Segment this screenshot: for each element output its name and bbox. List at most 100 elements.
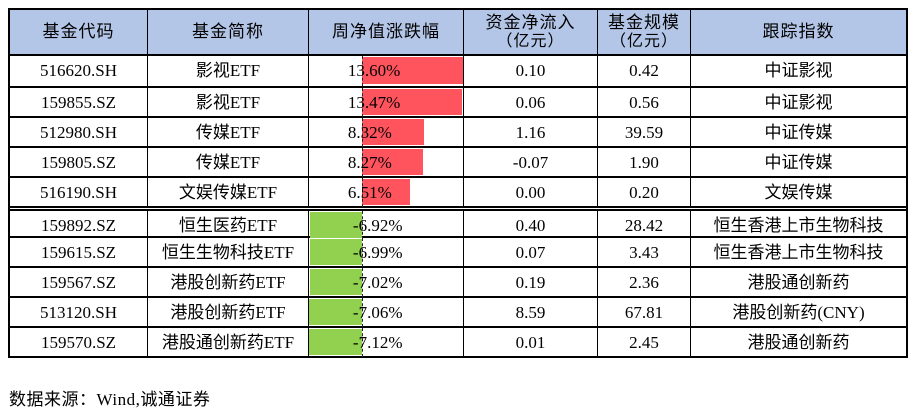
weekly-change-cell: 8.32% xyxy=(308,118,463,147)
net-inflow-cell: 1.16 xyxy=(463,118,597,147)
net-inflow-cell: 0.00 xyxy=(463,178,597,207)
tracking-index-cell: 恒生香港上市生物科技 xyxy=(690,211,906,240)
weekly-change-cell: -6.92% xyxy=(308,211,463,240)
weekly-change-value: -7.12% xyxy=(352,333,403,352)
table-row: 159892.SZ 恒生医药ETF -6.92% 0.40 28.42 恒生香港… xyxy=(10,206,906,240)
databar-axis-line xyxy=(361,118,363,147)
fund-name-cell: 港股通创新药ETF xyxy=(147,328,308,357)
table-row: 159855.SZ 影视ETF 13.47% 0.06 0.56 中证影视 xyxy=(10,86,906,117)
fund-name-cell: 影视ETF xyxy=(147,88,308,117)
header-fund-aum-line2: （亿元） xyxy=(609,32,678,50)
tracking-index-cell: 恒生香港上市生物科技 xyxy=(690,238,906,267)
fund-name-cell: 文娱传媒ETF xyxy=(147,178,308,207)
databar xyxy=(361,89,463,115)
databar xyxy=(309,329,362,355)
table-row: 159570.SZ 港股通创新药ETF -7.12% 0.01 2.45 港股通… xyxy=(10,326,906,357)
weekly-change-value: 6.51% xyxy=(347,183,392,202)
weekly-change-cell: 13.47% xyxy=(308,88,463,117)
tracking-index-cell: 港股通创新药 xyxy=(690,268,906,297)
table-row: 159567.SZ 港股创新药ETF -7.02% 0.19 2.36 港股通创… xyxy=(10,266,906,297)
net-inflow-cell: 0.40 xyxy=(463,211,597,240)
databar xyxy=(310,212,362,238)
net-inflow-cell: 0.07 xyxy=(463,238,597,267)
fund-code-cell: 159805.SZ xyxy=(40,153,117,172)
net-inflow-cell: 0.10 xyxy=(463,56,597,86)
weekly-change-cell: 6.51% xyxy=(308,178,463,207)
fund-code-cell: 512980.SH xyxy=(40,123,117,142)
weekly-change-cell: -7.06% xyxy=(308,298,463,327)
weekly-change-value: 13.47% xyxy=(347,93,401,112)
tracking-index-cell: 港股通创新药 xyxy=(690,328,906,357)
weekly-change-value: -6.99% xyxy=(352,243,403,262)
fund-name-cell: 恒生医药ETF xyxy=(147,211,308,240)
header-net-inflow: 资金净流入 （亿元） xyxy=(463,10,597,54)
weekly-change-value: 13.60% xyxy=(347,61,401,80)
data-source-note: 数据来源：Wind,诚通证券 xyxy=(9,390,211,409)
databar-axis-line xyxy=(361,298,363,327)
databar-axis-line xyxy=(361,88,363,117)
header-fund-aum: 基金规模 （亿元） xyxy=(597,10,690,54)
tracking-index-cell: 中证影视 xyxy=(690,56,906,86)
weekly-change-value: -6.92% xyxy=(352,216,403,235)
databar-axis-line xyxy=(361,178,363,207)
table-row: 516620.SH 影视ETF 13.60% 0.10 0.42 中证影视 xyxy=(10,56,906,86)
net-inflow-cell: -0.07 xyxy=(463,148,597,177)
databar xyxy=(309,299,362,325)
header-fund-name: 基金简称 xyxy=(147,10,308,54)
databar-axis-line xyxy=(361,268,363,297)
aum-cell: 0.20 xyxy=(597,178,690,207)
tracking-index-cell: 中证影视 xyxy=(690,88,906,117)
fund-code-cell: 159567.SZ xyxy=(40,273,117,292)
fund-code-cell: 159615.SZ xyxy=(40,243,117,262)
aum-cell: 39.59 xyxy=(597,118,690,147)
weekly-change-cell: -7.02% xyxy=(308,268,463,297)
weekly-change-value: -7.06% xyxy=(352,303,403,322)
weekly-change-value: 8.27% xyxy=(347,153,392,172)
etf-fund-table: 基金代码 基金简称 周净值涨跌幅 资金净流入 （亿元） 基金规模 （亿元） 跟踪… xyxy=(8,8,908,358)
databar xyxy=(309,239,362,265)
table-row: 159615.SZ 恒生生物科技ETF -6.99% 0.07 3.43 恒生香… xyxy=(10,236,906,267)
fund-name-cell: 影视ETF xyxy=(147,56,308,86)
tracking-index-cell: 港股创新药(CNY) xyxy=(690,298,906,327)
aum-cell: 3.43 xyxy=(597,238,690,267)
aum-cell: 67.81 xyxy=(597,298,690,327)
fund-code-cell: 159570.SZ xyxy=(40,333,117,352)
databar-axis-line xyxy=(361,328,363,357)
header-fund-aum-line1: 基金规模 xyxy=(608,13,680,33)
weekly-change-value: -7.02% xyxy=(352,273,403,292)
table-row: 516190.SH 文娱传媒ETF 6.51% 0.00 0.20 文娱传媒 xyxy=(10,176,906,207)
tracking-index-cell: 文娱传媒 xyxy=(690,178,906,207)
fund-name-cell: 恒生生物科技ETF xyxy=(147,238,308,267)
fund-name-cell: 传媒ETF xyxy=(147,148,308,177)
fund-name-cell: 港股创新药ETF xyxy=(147,268,308,297)
databar-axis-line xyxy=(361,56,363,86)
header-net-inflow-line2: （亿元） xyxy=(496,32,565,50)
fund-code-cell: 516190.SH xyxy=(40,183,117,202)
databar-axis-line xyxy=(361,211,363,240)
header-net-inflow-line1: 资金净流入 xyxy=(485,13,576,33)
databar xyxy=(309,269,362,295)
aum-cell: 28.42 xyxy=(597,211,690,240)
table-header-row: 基金代码 基金简称 周净值涨跌幅 资金净流入 （亿元） 基金规模 （亿元） 跟踪… xyxy=(10,10,906,56)
net-inflow-cell: 0.01 xyxy=(463,328,597,357)
databar xyxy=(361,149,424,175)
weekly-change-cell: 8.27% xyxy=(308,148,463,177)
aum-cell: 0.56 xyxy=(597,88,690,117)
weekly-change-value: 8.32% xyxy=(347,123,392,142)
table-row: 512980.SH 传媒ETF 8.32% 1.16 39.59 中证传媒 xyxy=(10,116,906,147)
weekly-change-cell: -6.99% xyxy=(308,238,463,267)
aum-cell: 2.45 xyxy=(597,328,690,357)
header-fund-code: 基金代码 xyxy=(42,22,115,42)
net-inflow-cell: 8.59 xyxy=(463,298,597,327)
databar-axis-line xyxy=(361,148,363,177)
fund-code-cell: 159892.SZ xyxy=(40,216,117,235)
databar-axis-line xyxy=(361,238,363,267)
table-body: 516620.SH 影视ETF 13.60% 0.10 0.42 中证影视 15… xyxy=(10,56,906,357)
fund-code-cell: 516620.SH xyxy=(40,61,117,80)
fund-name-cell: 传媒ETF xyxy=(147,118,308,147)
net-inflow-cell: 0.19 xyxy=(463,268,597,297)
databar xyxy=(361,57,463,84)
aum-cell: 0.42 xyxy=(597,56,690,86)
header-tracking-index: 跟踪指数 xyxy=(690,10,906,54)
